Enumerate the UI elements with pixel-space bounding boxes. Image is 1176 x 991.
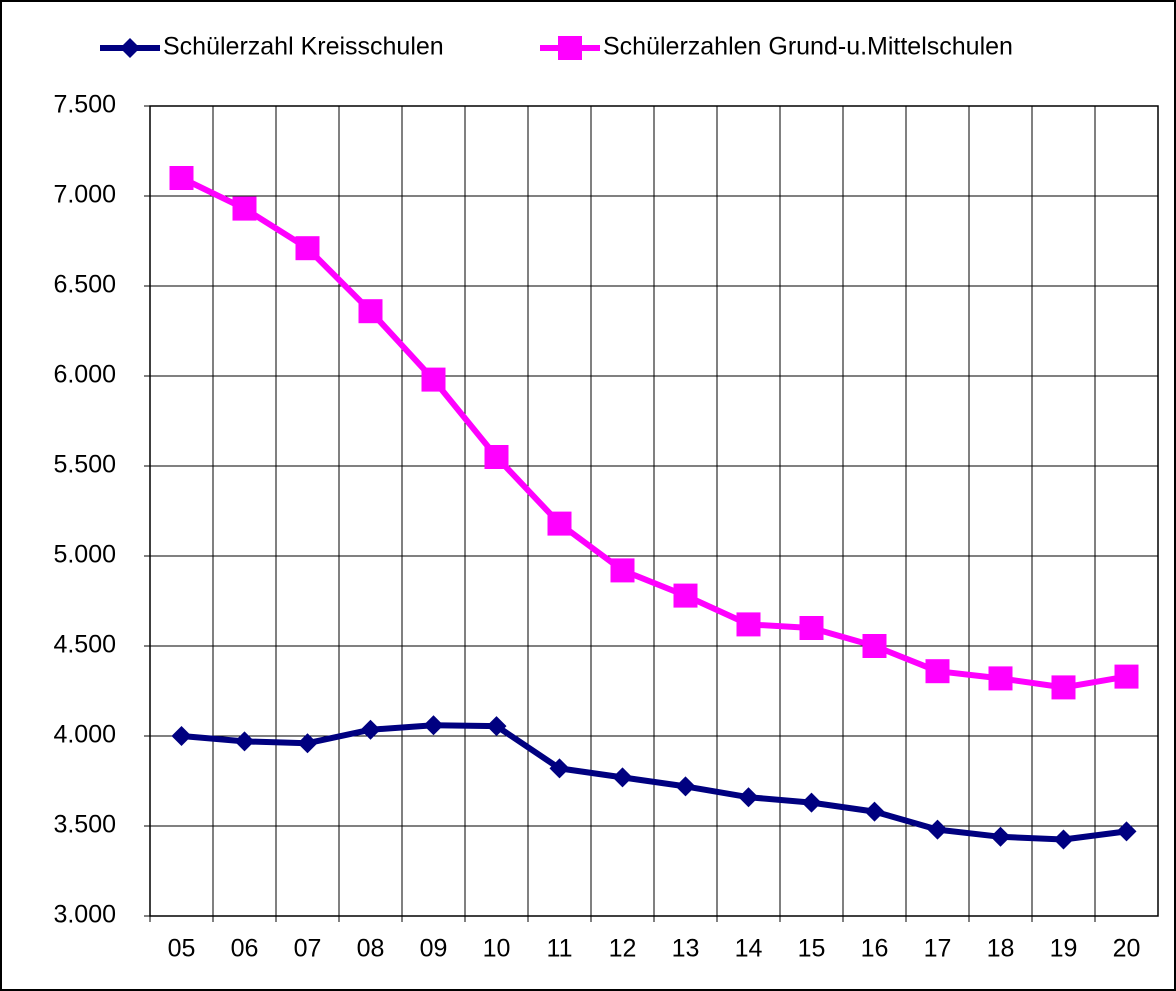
data-point xyxy=(547,511,572,536)
series-line xyxy=(180,175,1128,691)
data-point xyxy=(171,726,192,746)
y-tick-label: 7.000 xyxy=(53,181,116,209)
y-tick-label: 5.000 xyxy=(53,541,116,569)
data-point xyxy=(232,196,257,221)
x-tick-label: 19 xyxy=(1050,935,1078,963)
data-point xyxy=(864,801,885,822)
y-tick-label: 7.500 xyxy=(53,91,116,119)
x-tick-label: 08 xyxy=(357,935,385,963)
data-point xyxy=(1051,675,1076,700)
legend-label: Schülerzahl Kreisschulen xyxy=(163,33,444,61)
data-point xyxy=(234,731,255,752)
data-point xyxy=(675,776,696,797)
x-tick-label: 11 xyxy=(547,935,573,963)
x-tick-label: 06 xyxy=(231,935,259,963)
x-tick-label: 18 xyxy=(987,935,1015,963)
data-point xyxy=(799,616,824,640)
x-tick-label: 10 xyxy=(483,935,511,963)
data-point xyxy=(990,826,1011,847)
data-point xyxy=(423,715,444,736)
y-tick-label: 6.000 xyxy=(53,361,116,389)
data-point xyxy=(484,445,509,469)
data-point xyxy=(673,583,698,608)
x-tick-label: 12 xyxy=(609,935,637,963)
data-point xyxy=(297,733,318,754)
data-point xyxy=(736,612,761,637)
x-tick-label: 20 xyxy=(1113,935,1141,963)
data-point xyxy=(360,719,381,740)
data-point xyxy=(169,166,194,190)
legend-marker xyxy=(120,38,140,58)
x-tick-label: 15 xyxy=(798,935,826,963)
y-tick-label: 3.000 xyxy=(53,901,116,929)
data-point xyxy=(295,236,320,261)
data-point xyxy=(988,666,1013,691)
legend-label: Schülerzahlen Grund-u.Mittelschulen xyxy=(603,33,1013,61)
x-tick-label: 14 xyxy=(735,935,763,963)
data-point xyxy=(1053,829,1074,850)
y-tick-label: 6.500 xyxy=(53,271,116,299)
data-point xyxy=(862,634,887,658)
data-point xyxy=(612,767,633,788)
data-point xyxy=(358,299,383,324)
data-point xyxy=(738,787,759,808)
data-point xyxy=(801,792,822,813)
x-tick-label: 16 xyxy=(861,935,889,963)
y-tick-label: 4.500 xyxy=(53,631,116,659)
x-tick-label: 09 xyxy=(420,935,448,963)
data-point xyxy=(486,716,507,737)
data-point xyxy=(927,819,948,840)
data-point xyxy=(610,558,635,583)
data-point xyxy=(549,758,570,779)
series-line xyxy=(181,722,1127,843)
y-tick-label: 5.500 xyxy=(53,451,116,479)
x-tick-label: 13 xyxy=(672,935,700,963)
y-tick-label: 3.500 xyxy=(53,811,116,839)
y-tick-label: 4.000 xyxy=(53,721,116,749)
data-point xyxy=(1116,821,1137,842)
data-point xyxy=(925,659,950,684)
data-point xyxy=(421,367,446,392)
x-tick-label: 07 xyxy=(294,935,322,963)
x-tick-label: 05 xyxy=(168,935,196,963)
x-tick-label: 17 xyxy=(924,935,952,963)
legend-marker xyxy=(558,36,582,60)
data-point xyxy=(1114,664,1139,689)
